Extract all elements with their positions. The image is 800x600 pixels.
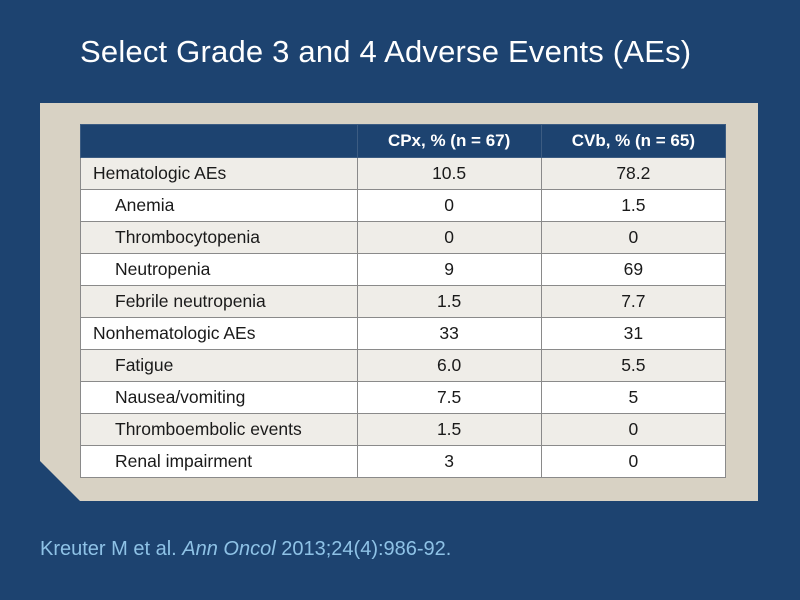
cvb-value: 31 bbox=[540, 317, 727, 350]
cpx-value: 10.5 bbox=[356, 157, 542, 190]
cvb-value: 0 bbox=[540, 221, 727, 254]
cpx-value: 6.0 bbox=[356, 349, 542, 382]
cpx-value: 3 bbox=[356, 445, 542, 478]
cpx-value: 0 bbox=[356, 221, 542, 254]
citation-journal: Ann Oncol bbox=[182, 538, 276, 560]
cvb-value: 5 bbox=[540, 381, 727, 414]
table-row: Fatigue 6.0 5.5 bbox=[80, 349, 727, 382]
table-row: Neutropenia 9 69 bbox=[80, 253, 727, 286]
event-label: Hematologic AEs bbox=[80, 157, 358, 190]
cvb-value: 0 bbox=[540, 445, 727, 478]
cvb-value: 5.5 bbox=[540, 349, 727, 382]
table-row: Anemia 0 1.5 bbox=[80, 189, 727, 222]
table-header-row: CPx, % (n = 67) CVb, % (n = 65) bbox=[80, 124, 727, 158]
table-row: Hematologic AEs 10.5 78.2 bbox=[80, 157, 727, 190]
cvb-value: 69 bbox=[540, 253, 727, 286]
table-row: Thrombocytopenia 0 0 bbox=[80, 221, 727, 254]
cpx-value: 9 bbox=[356, 253, 542, 286]
event-label: Neutropenia bbox=[80, 253, 358, 286]
event-label: Thrombocytopenia bbox=[80, 221, 358, 254]
cpx-value: 0 bbox=[356, 189, 542, 222]
event-label: Nonhematologic AEs bbox=[80, 317, 358, 350]
citation: Kreuter M et al. Ann Oncol 2013;24(4):98… bbox=[40, 538, 451, 561]
cvb-value: 7.7 bbox=[540, 285, 727, 318]
cpx-value: 1.5 bbox=[356, 285, 542, 318]
table-row: Renal impairment 3 0 bbox=[80, 445, 727, 478]
event-label: Nausea/vomiting bbox=[80, 381, 358, 414]
cvb-value: 1.5 bbox=[540, 189, 727, 222]
header-event bbox=[80, 124, 358, 158]
slide-title: Select Grade 3 and 4 Adverse Events (AEs… bbox=[80, 34, 692, 69]
cvb-value: 0 bbox=[540, 413, 727, 446]
table-row: Febrile neutropenia 1.5 7.7 bbox=[80, 285, 727, 318]
cpx-value: 1.5 bbox=[356, 413, 542, 446]
event-label: Anemia bbox=[80, 189, 358, 222]
event-label: Thromboembolic events bbox=[80, 413, 358, 446]
cpx-value: 33 bbox=[356, 317, 542, 350]
event-label: Fatigue bbox=[80, 349, 358, 382]
header-cpx: CPx, % (n = 67) bbox=[356, 124, 542, 158]
adverse-events-table: CPx, % (n = 67) CVb, % (n = 65) Hematolo… bbox=[80, 124, 727, 478]
cvb-value: 78.2 bbox=[540, 157, 727, 190]
table-row: Nonhematologic AEs 33 31 bbox=[80, 317, 727, 350]
header-cvb: CVb, % (n = 65) bbox=[540, 124, 727, 158]
event-label: Febrile neutropenia bbox=[80, 285, 358, 318]
citation-authors: Kreuter M et al. bbox=[40, 538, 177, 560]
table-row: Nausea/vomiting 7.5 5 bbox=[80, 381, 727, 414]
citation-ref: 2013;24(4):986-92. bbox=[281, 538, 452, 560]
cpx-value: 7.5 bbox=[356, 381, 542, 414]
event-label: Renal impairment bbox=[80, 445, 358, 478]
table-row: Thromboembolic events 1.5 0 bbox=[80, 413, 727, 446]
